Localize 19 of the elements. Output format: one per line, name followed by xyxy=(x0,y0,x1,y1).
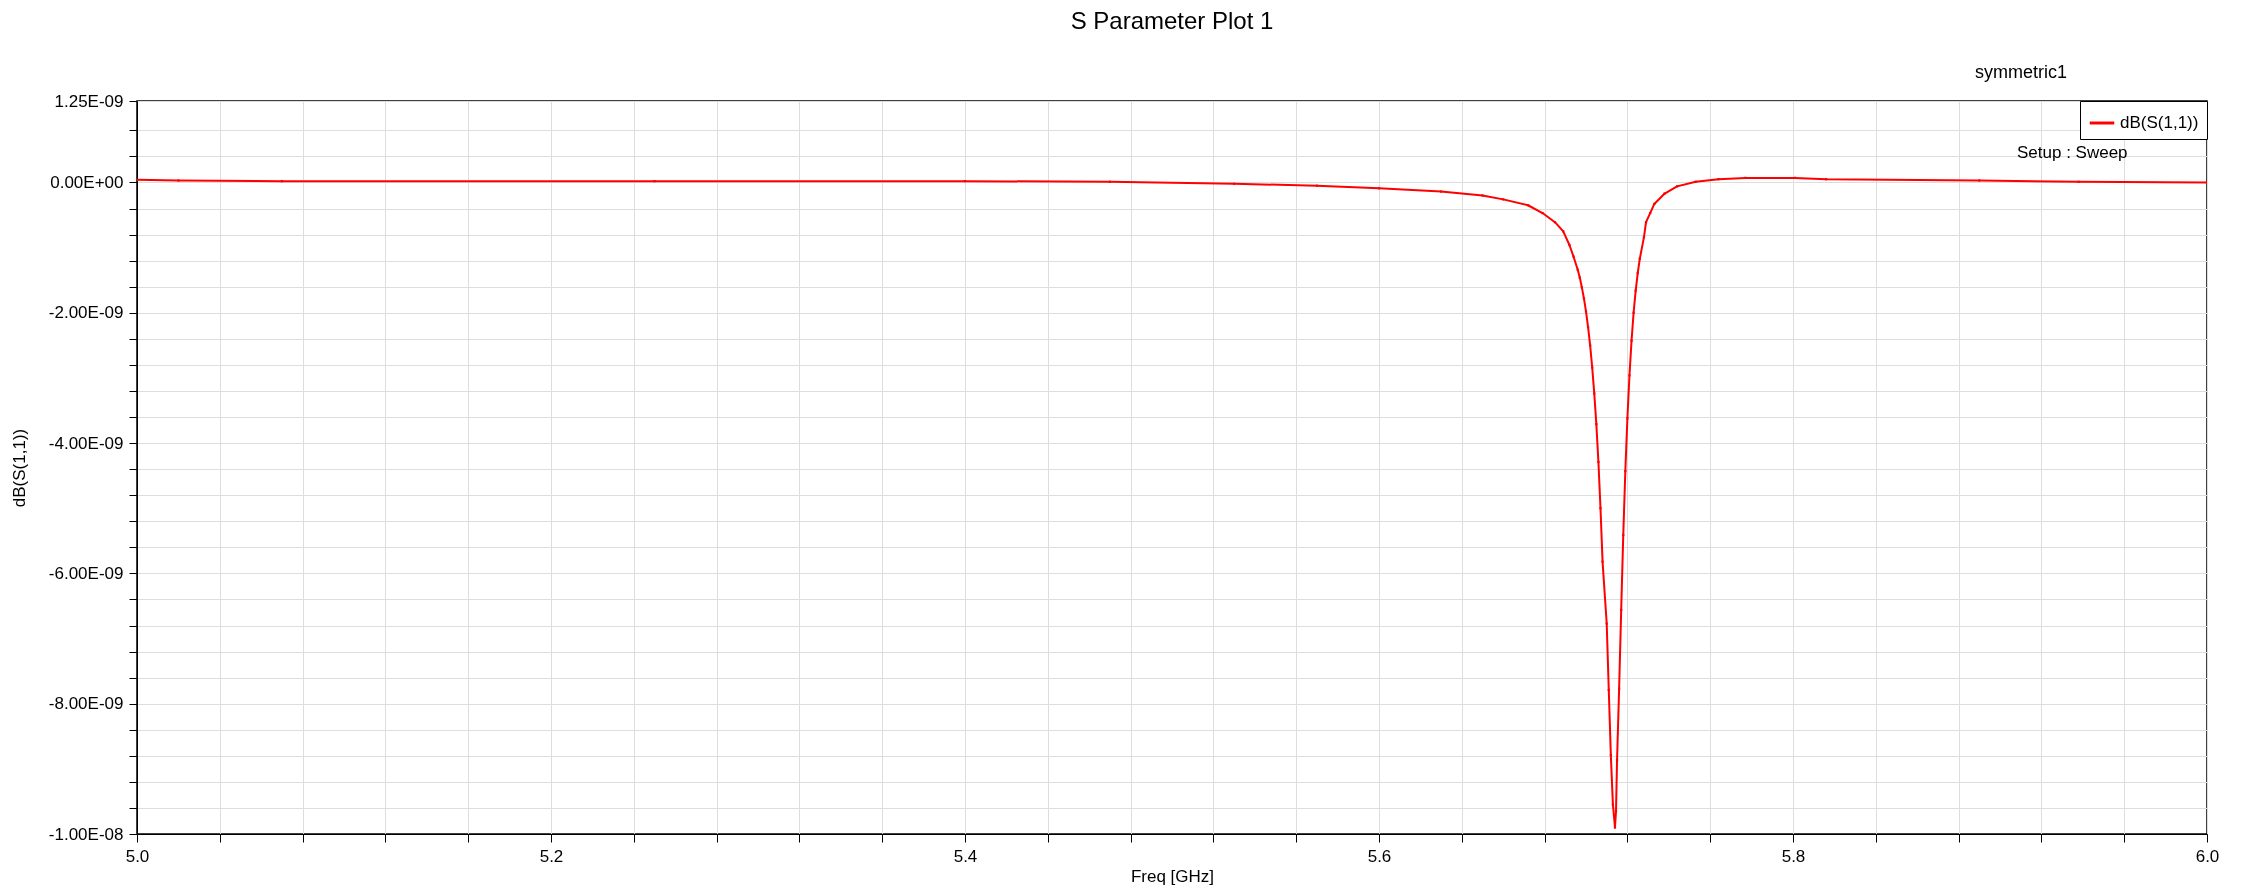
y-axis-title: dB(S(1,1)) xyxy=(9,428,29,508)
x-tick-label: 5.8 xyxy=(1781,846,1806,866)
y-tick-label: 0.00E+00 xyxy=(50,172,124,192)
x-tick-label: 5.4 xyxy=(953,846,978,866)
chart-title: S Parameter Plot 1 xyxy=(1070,7,1274,34)
y-tick-label: -1.00E-08 xyxy=(48,824,124,844)
x-tick-label: 5.0 xyxy=(125,846,150,866)
x-tick-label: 5.2 xyxy=(539,846,564,866)
x-tick-label: 6.0 xyxy=(2195,846,2220,866)
y-tick-label: -2.00E-09 xyxy=(48,303,124,323)
text: symmetric1 xyxy=(1974,62,2067,82)
y-tick-label: -8.00E-09 xyxy=(48,694,124,714)
annotation: Setup : Sweep xyxy=(2017,143,2128,162)
y-tick-label: -6.00E-09 xyxy=(48,563,124,583)
x-axis-title: Freq [GHz] xyxy=(1130,866,1215,886)
y-tick-label: -4.00E-09 xyxy=(48,433,124,453)
legend-label: dB(S(1,1)) xyxy=(2120,113,2199,132)
x-tick-label: 5.6 xyxy=(1367,846,1392,866)
y-tick-label: 1.25E-09 xyxy=(54,91,124,111)
